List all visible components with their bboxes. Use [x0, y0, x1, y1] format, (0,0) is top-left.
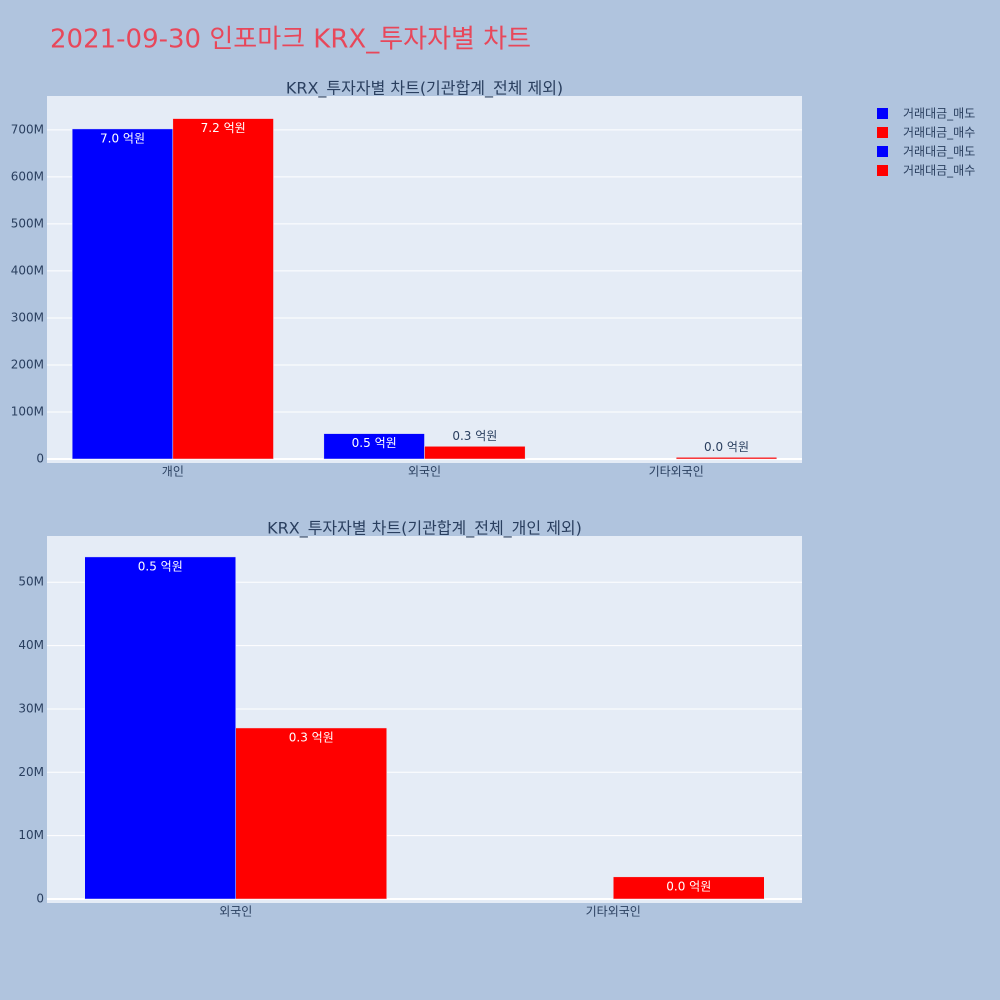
- page-title: 2021-09-30 인포마크 KRX_투자자별 차트: [50, 25, 531, 55]
- x-tick-label: 개인: [162, 465, 184, 479]
- legend-swatch[interactable]: [877, 127, 888, 138]
- legend-swatch[interactable]: [877, 146, 888, 157]
- data-label: 0.0 억원: [704, 440, 749, 454]
- y-tick-label: 0: [36, 452, 44, 466]
- bar: [71, 128, 174, 460]
- y-tick-label: 200M: [11, 357, 44, 371]
- y-tick-label: 700M: [11, 122, 44, 136]
- legend-label[interactable]: 거래대금_매도: [903, 145, 975, 159]
- bar: [424, 446, 526, 460]
- legend-swatch[interactable]: [877, 108, 888, 119]
- data-label: 0.3 억원: [452, 429, 497, 443]
- y-tick-label: 40M: [18, 638, 44, 652]
- x-tick-label: 기타외국인: [586, 905, 641, 919]
- legend-label[interactable]: 거래대금_매수: [903, 126, 975, 140]
- y-tick-label: 600M: [11, 169, 44, 183]
- x-tick-label: 기타외국인: [649, 465, 704, 479]
- x-tick-label: 외국인: [408, 465, 441, 479]
- y-tick-label: 20M: [18, 765, 44, 779]
- legend-label[interactable]: 거래대금_매수: [903, 164, 975, 178]
- bar: [235, 727, 387, 900]
- y-tick-label: 100M: [11, 404, 44, 418]
- bar: [613, 876, 765, 900]
- y-tick-label: 300M: [11, 310, 44, 324]
- chart-title: KRX_투자자별 차트(기관합계_전체 제외): [286, 79, 563, 99]
- y-tick-label: 30M: [18, 701, 44, 715]
- legend-swatch[interactable]: [877, 165, 888, 176]
- data-label: 7.0 억원: [100, 131, 145, 145]
- data-label: 0.5 억원: [138, 559, 183, 573]
- y-tick-label: 400M: [11, 263, 44, 277]
- legend-label[interactable]: 거래대금_매도: [903, 107, 975, 121]
- chart-title: KRX_투자자별 차트(기관합계_전체_개인 제외): [267, 519, 582, 539]
- data-label: 0.5 억원: [352, 436, 397, 450]
- y-tick-label: 50M: [18, 575, 44, 589]
- y-tick-label: 10M: [18, 828, 44, 842]
- data-label: 7.2 억원: [201, 121, 246, 135]
- data-label: 0.3 억원: [289, 730, 334, 744]
- bar: [675, 457, 778, 460]
- data-label: 0.0 억원: [666, 879, 711, 893]
- y-tick-label: 0: [36, 892, 44, 906]
- bar: [84, 556, 236, 900]
- bar: [172, 118, 274, 460]
- y-tick-label: 500M: [11, 216, 44, 230]
- x-tick-label: 외국인: [219, 905, 252, 919]
